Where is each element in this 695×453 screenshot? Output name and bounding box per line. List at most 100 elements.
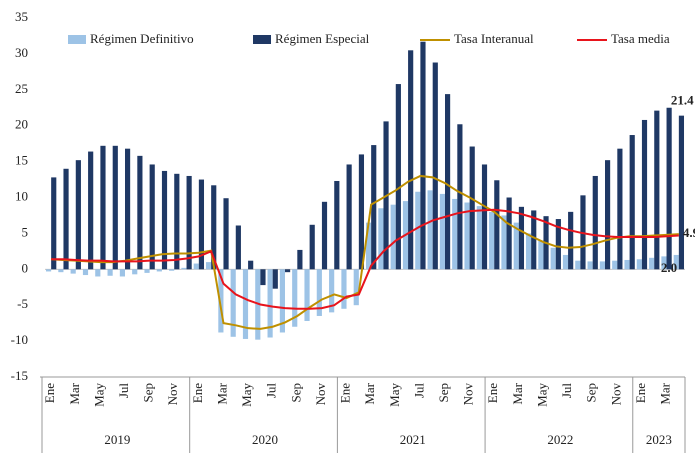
bar <box>297 249 303 270</box>
data-label: 21.4 <box>671 93 694 108</box>
bar <box>452 198 458 270</box>
x-tick-label: Mar <box>67 382 82 404</box>
bar <box>100 145 106 270</box>
bar <box>575 260 581 270</box>
x-tick-label: Jul <box>559 383 574 399</box>
bar <box>169 269 175 271</box>
bar <box>636 259 642 270</box>
bar <box>538 240 544 270</box>
bar <box>51 177 57 270</box>
bar <box>365 222 372 270</box>
bar <box>248 260 254 270</box>
bar <box>242 269 249 339</box>
x-tick-label: Nov <box>461 383 476 406</box>
bar <box>390 204 396 270</box>
data-label: 4.9 <box>683 225 695 240</box>
bar <box>457 124 463 270</box>
bar <box>501 215 507 270</box>
bar <box>568 211 574 270</box>
bar <box>285 269 291 273</box>
x-tick-label: Sep <box>584 383 599 403</box>
y-tick-label: 0 <box>22 260 29 275</box>
bar <box>156 269 162 272</box>
x-tick-label: Ene <box>190 383 205 403</box>
bar <box>408 50 414 270</box>
bar <box>132 269 138 275</box>
bar <box>587 261 593 270</box>
y-tick-label: -10 <box>11 332 28 347</box>
x-tick-label: Nov <box>608 383 623 406</box>
bar <box>137 155 143 270</box>
bar <box>562 254 569 270</box>
bar <box>309 224 315 270</box>
legend-label: Tasa Interanual <box>454 31 534 46</box>
x-tick-label: Jul <box>116 383 131 399</box>
x-tick-label: Jul <box>264 383 279 399</box>
legend-swatch <box>253 35 271 44</box>
bar <box>218 269 224 333</box>
x-tick-label: Nov <box>313 383 328 406</box>
year-label: 2019 <box>104 432 130 447</box>
bar <box>205 262 212 270</box>
bar <box>531 210 537 270</box>
bar <box>506 197 512 270</box>
bar <box>624 259 630 270</box>
x-tick-label: Jul <box>411 383 426 399</box>
bar <box>673 254 679 270</box>
bar <box>612 260 618 270</box>
bar <box>292 269 298 327</box>
y-tick-label: 10 <box>15 188 28 203</box>
bar <box>161 170 168 270</box>
x-tick-label: Mar <box>362 382 377 404</box>
bar <box>321 201 328 270</box>
bar <box>469 146 475 270</box>
bar <box>432 62 438 270</box>
bar <box>272 269 278 289</box>
line <box>51 208 679 310</box>
bar <box>70 269 76 274</box>
bar <box>489 211 495 270</box>
bar <box>149 164 155 270</box>
bar <box>260 269 266 286</box>
bar <box>75 160 81 270</box>
x-tick-label: Mar <box>214 382 229 404</box>
bar <box>666 107 672 270</box>
bar <box>63 168 69 270</box>
bar <box>230 269 236 337</box>
y-tick-label: 25 <box>15 81 28 96</box>
bar <box>599 261 605 270</box>
bar <box>235 225 241 270</box>
bar <box>525 233 532 270</box>
bar <box>649 257 655 270</box>
bar <box>476 206 482 270</box>
bar <box>144 269 150 273</box>
bar <box>316 269 322 316</box>
bar <box>481 164 488 270</box>
bar <box>464 202 470 270</box>
bar <box>641 119 648 270</box>
x-tick-label: May <box>534 383 549 407</box>
x-tick-label: Mar <box>658 382 673 404</box>
bar <box>58 269 64 273</box>
bar <box>420 41 426 270</box>
legend-swatch <box>68 35 86 44</box>
x-tick-label: Ene <box>485 383 500 403</box>
bar <box>358 154 365 270</box>
y-tick-label: 35 <box>15 9 28 24</box>
bar <box>617 148 623 270</box>
bar <box>112 145 118 270</box>
bar <box>88 151 94 270</box>
bar <box>211 185 217 270</box>
bar <box>267 269 273 338</box>
legend-label: Régimen Especial <box>275 31 370 46</box>
y-tick-label: -15 <box>11 368 28 383</box>
bar <box>629 135 635 270</box>
x-tick-label: Sep <box>141 383 156 403</box>
x-tick-label: Sep <box>436 383 451 403</box>
bar <box>445 94 451 270</box>
x-tick-label: May <box>91 383 106 407</box>
bar <box>193 263 199 270</box>
y-tick-label: -5 <box>17 296 28 311</box>
bar <box>518 206 525 270</box>
